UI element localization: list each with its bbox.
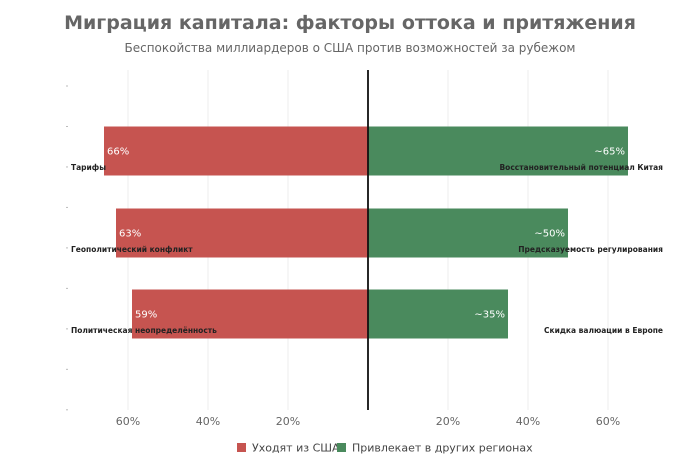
x-tick-label-4: 40% <box>516 415 540 428</box>
bar-inflow-0 <box>368 126 628 176</box>
category-label-outflow-0: Тарифы <box>71 163 106 172</box>
value-label-inflow-0: ~65% <box>594 147 625 158</box>
category-label-inflow-2: Скидка валюации в Европе <box>544 326 663 335</box>
x-tick-label-0: 60% <box>116 415 140 428</box>
legend: Уходят из США Привлекает в других региона… <box>237 442 533 455</box>
chart-title: Миграция капитала: факторы оттока и прит… <box>64 12 636 34</box>
bar-outflow-1 <box>116 208 368 258</box>
x-axis-tick-labels: 60% 40% 20% 20% 40% 60% <box>116 415 620 428</box>
x-tick-label-5: 60% <box>596 415 620 428</box>
bar-outflow-2 <box>132 289 368 339</box>
value-label-outflow-0: 66% <box>107 147 129 158</box>
category-label-outflow-2: Политическая неопределённость <box>71 326 217 335</box>
value-label-inflow-1: ~50% <box>534 229 565 240</box>
legend-label-1: Привлекает в других регионах <box>352 442 533 455</box>
chart-subtitle: Беспокойства миллиардеров о США против в… <box>124 41 576 55</box>
value-label-outflow-1: 63% <box>119 229 141 240</box>
bar-inflow-1 <box>368 208 568 258</box>
legend-swatch-1 <box>337 443 346 452</box>
legend-label-0: Уходят из США <box>252 442 340 455</box>
x-tick-label-3: 20% <box>436 415 460 428</box>
bar-inflow-2 <box>368 289 508 339</box>
x-tick-label-2: 20% <box>276 415 300 428</box>
y-axis-ticks <box>66 85 68 411</box>
bar-outflow-0 <box>104 126 368 176</box>
legend-swatch-0 <box>237 443 246 452</box>
x-tick-label-1: 40% <box>196 415 220 428</box>
category-label-inflow-0: Восстановительный потенциал Китая <box>499 163 663 172</box>
bars: 66%Тарифы 63% Геополитический конфликт 59% П… <box>71 126 663 339</box>
category-label-inflow-1: Предсказуемость регулирования <box>518 245 663 254</box>
value-label-inflow-2: ~35% <box>474 310 505 321</box>
value-label-outflow-2: 59% <box>135 310 157 321</box>
category-label-outflow-1: Геополитический конфликт <box>71 245 193 254</box>
